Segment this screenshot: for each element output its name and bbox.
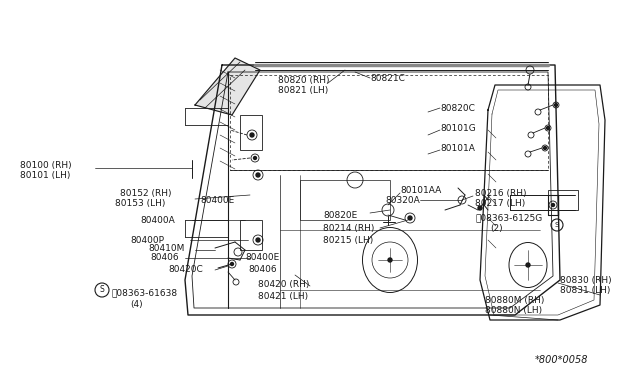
Text: 80400P: 80400P bbox=[130, 235, 164, 244]
Polygon shape bbox=[195, 58, 260, 115]
Circle shape bbox=[408, 216, 412, 220]
Text: 80400A: 80400A bbox=[140, 215, 175, 224]
Circle shape bbox=[526, 263, 530, 267]
Text: 80420C: 80420C bbox=[168, 266, 203, 275]
Text: 80216 (RH): 80216 (RH) bbox=[475, 189, 527, 198]
Text: 80217 (LH): 80217 (LH) bbox=[475, 199, 525, 208]
Circle shape bbox=[552, 203, 554, 206]
Circle shape bbox=[230, 263, 234, 266]
Text: 80406: 80406 bbox=[248, 266, 276, 275]
Text: 80820E: 80820E bbox=[323, 211, 357, 219]
Text: S: S bbox=[100, 285, 104, 295]
Text: 80152 (RH): 80152 (RH) bbox=[120, 189, 172, 198]
Bar bbox=[240, 115, 262, 150]
Text: (4): (4) bbox=[130, 301, 143, 310]
Bar bbox=[240, 220, 262, 250]
Text: 80820C: 80820C bbox=[440, 103, 475, 112]
Text: 80215 (LH): 80215 (LH) bbox=[323, 235, 373, 244]
Circle shape bbox=[478, 206, 482, 210]
Text: 80831 (LH): 80831 (LH) bbox=[560, 285, 611, 295]
Text: 80153 (LH): 80153 (LH) bbox=[115, 199, 165, 208]
Text: 80214 (RH): 80214 (RH) bbox=[323, 224, 374, 232]
Text: Ⓢ08363-61638: Ⓢ08363-61638 bbox=[112, 289, 178, 298]
Circle shape bbox=[554, 103, 557, 106]
Text: 80420 (RH): 80420 (RH) bbox=[258, 280, 309, 289]
Text: *800*0058: *800*0058 bbox=[535, 355, 589, 365]
Text: 80101AA: 80101AA bbox=[400, 186, 441, 195]
Circle shape bbox=[543, 147, 547, 150]
Text: 80101G: 80101G bbox=[440, 124, 476, 132]
Text: 80101A: 80101A bbox=[440, 144, 475, 153]
Text: 80821C: 80821C bbox=[370, 74, 405, 83]
Circle shape bbox=[256, 238, 260, 242]
Text: 80880N (LH): 80880N (LH) bbox=[485, 305, 542, 314]
Text: 80101 (LH): 80101 (LH) bbox=[20, 170, 70, 180]
Text: 80820 (RH): 80820 (RH) bbox=[278, 76, 330, 84]
Text: 80400E: 80400E bbox=[245, 253, 279, 263]
Circle shape bbox=[250, 133, 254, 137]
Text: 80100 (RH): 80100 (RH) bbox=[20, 160, 72, 170]
Text: 80410M: 80410M bbox=[148, 244, 184, 253]
Text: 80830 (RH): 80830 (RH) bbox=[560, 276, 612, 285]
Text: 80406: 80406 bbox=[150, 253, 179, 263]
Circle shape bbox=[388, 258, 392, 262]
Bar bbox=[300, 180, 390, 220]
Circle shape bbox=[547, 126, 550, 129]
Text: Ⓢ08363-6125G: Ⓢ08363-6125G bbox=[475, 214, 542, 222]
Text: 80880M (RH): 80880M (RH) bbox=[485, 295, 545, 305]
Text: S: S bbox=[555, 222, 559, 228]
Text: 80320A: 80320A bbox=[385, 196, 420, 205]
Text: 80821 (LH): 80821 (LH) bbox=[278, 86, 328, 94]
Text: 80400E: 80400E bbox=[200, 196, 234, 205]
Circle shape bbox=[253, 157, 257, 160]
Bar bbox=[548, 190, 578, 210]
Circle shape bbox=[256, 173, 260, 177]
Text: (2): (2) bbox=[490, 224, 502, 232]
Text: 80421 (LH): 80421 (LH) bbox=[258, 292, 308, 301]
